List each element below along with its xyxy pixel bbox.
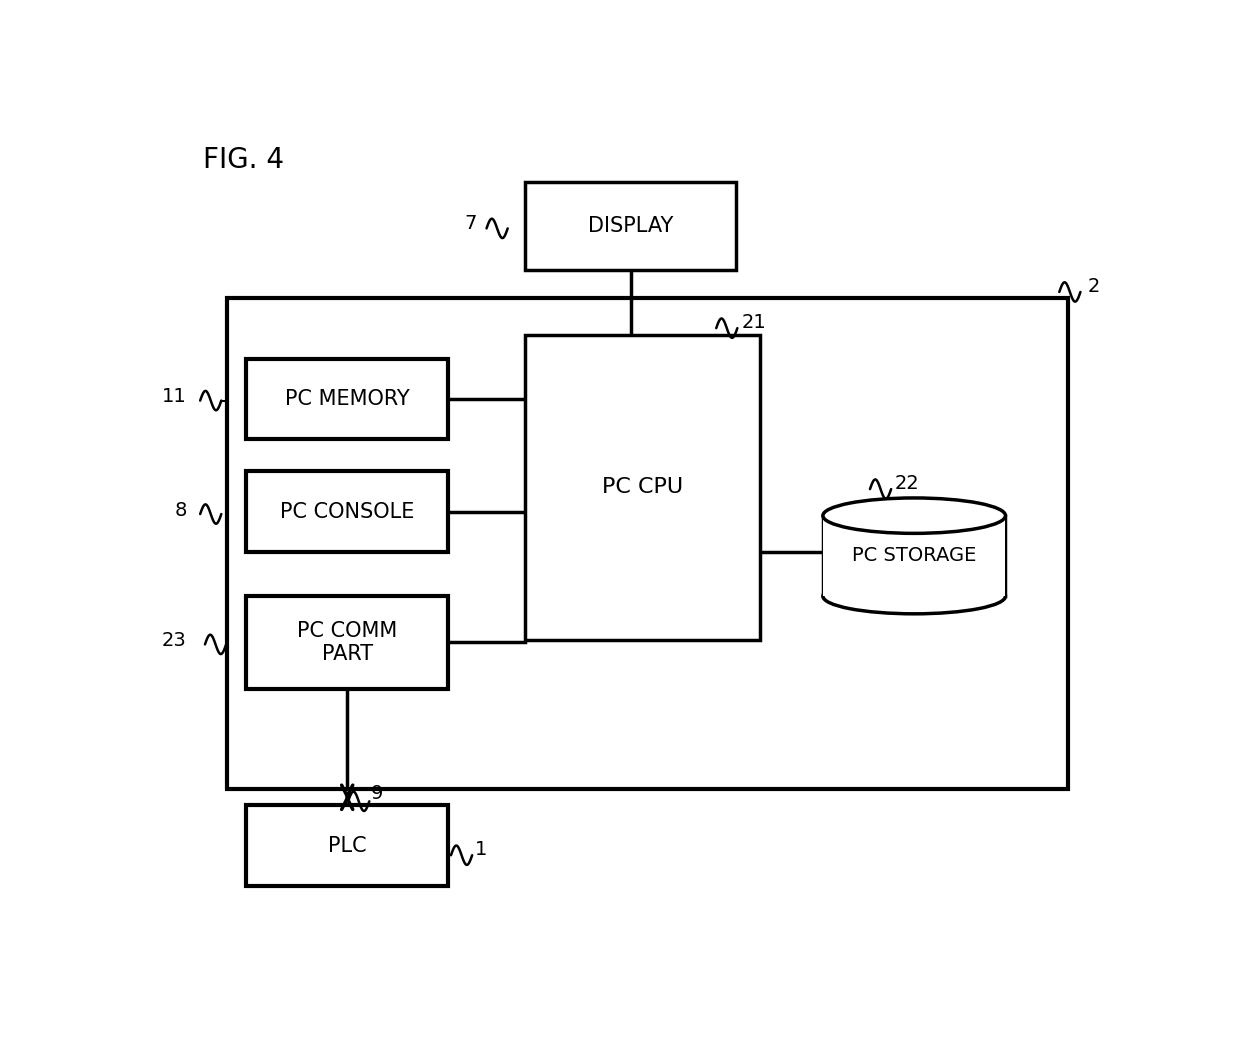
Bar xyxy=(247,596,448,689)
Ellipse shape xyxy=(823,498,1006,533)
Text: 2: 2 xyxy=(1087,277,1100,296)
Bar xyxy=(525,182,737,271)
Text: 22: 22 xyxy=(895,474,920,493)
Bar xyxy=(227,299,1068,789)
Text: 8: 8 xyxy=(175,501,187,519)
Ellipse shape xyxy=(823,579,1006,613)
Text: 23: 23 xyxy=(162,631,187,650)
Bar xyxy=(247,471,448,552)
Text: PLC: PLC xyxy=(327,836,367,856)
Bar xyxy=(247,806,448,886)
Text: FIG. 4: FIG. 4 xyxy=(203,145,284,173)
Text: PC STORAGE: PC STORAGE xyxy=(852,547,976,565)
Text: 7: 7 xyxy=(465,214,477,233)
Text: PC CONSOLE: PC CONSOLE xyxy=(280,502,414,521)
Text: PC CPU: PC CPU xyxy=(603,478,683,497)
Text: 1: 1 xyxy=(475,840,487,859)
Text: 11: 11 xyxy=(162,387,187,407)
Bar xyxy=(247,358,448,439)
Text: 9: 9 xyxy=(371,784,383,803)
Text: PC MEMORY: PC MEMORY xyxy=(285,389,409,409)
Bar xyxy=(525,334,760,641)
Text: PC COMM
PART: PC COMM PART xyxy=(298,621,397,664)
Text: 21: 21 xyxy=(742,314,766,332)
Bar xyxy=(823,515,1006,596)
Text: DISPLAY: DISPLAY xyxy=(588,216,673,236)
